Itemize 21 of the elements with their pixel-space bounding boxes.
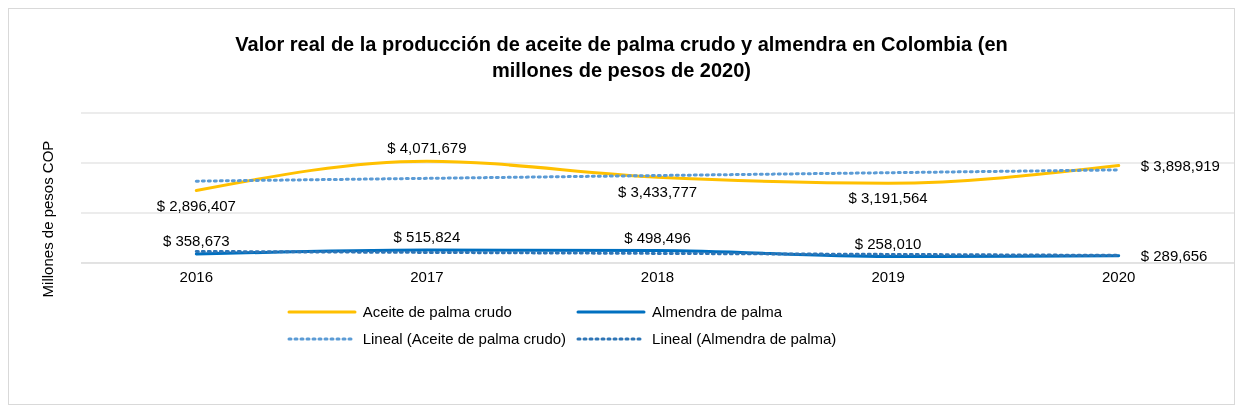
x-tick-label: 2019 xyxy=(871,267,905,285)
x-tick-label: 2020 xyxy=(1102,267,1136,285)
data-label: $ 3,433,777 xyxy=(617,183,698,201)
legend-label: Lineal (Almendra de palma) xyxy=(652,330,837,347)
legend-label: Almendra de palma xyxy=(652,303,783,320)
data-label: $ 4,071,679 xyxy=(387,139,467,157)
legend-label: Lineal (Aceite de palma crudo) xyxy=(362,330,567,347)
data-label: $ 358,673 xyxy=(162,232,230,250)
data-label: $ 3,191,564 xyxy=(848,189,928,207)
x-tick-label: 2017 xyxy=(410,267,444,285)
data-label: $ 515,824 xyxy=(393,228,461,246)
data-label: $ 289,656 xyxy=(1140,246,1208,264)
x-tick-label: 2016 xyxy=(179,267,213,285)
data-label: $ 498,496 xyxy=(624,228,691,246)
data-label: $ 2,896,407 xyxy=(156,196,236,214)
data-label: $ 3,898,919 xyxy=(1140,156,1220,174)
x-tick-label: 2018 xyxy=(640,267,675,285)
y-axis-title: Millones de pesos COP xyxy=(38,140,56,298)
chart-title: Valor real de la producción de aceite de palma crudo y almendra en Colombia (en millones de pesos de 2020) xyxy=(234,32,1009,83)
legend-label: Aceite de palma crudo xyxy=(362,303,512,320)
data-label: $ 258,010 xyxy=(854,234,922,252)
